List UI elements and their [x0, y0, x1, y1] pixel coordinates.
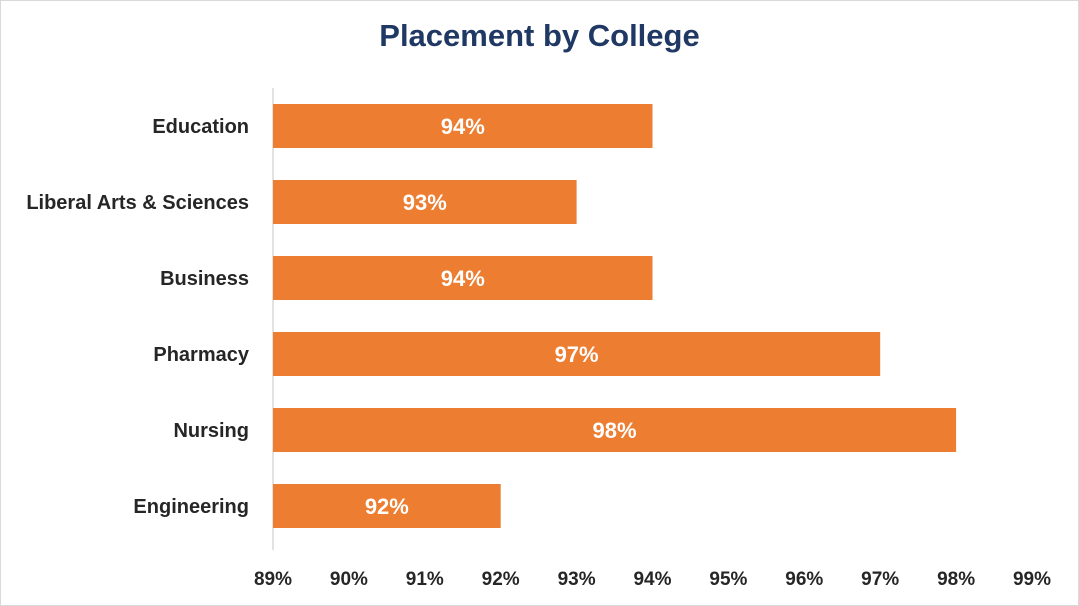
x-tick-label: 96%	[785, 569, 823, 590]
x-tick-labels: 89% 90% 91% 92% 93% 94% 95% 96% 97% 98% 99%	[254, 569, 1051, 590]
data-label: 94%	[441, 114, 485, 139]
category-label: Nursing	[173, 420, 249, 442]
category-label: Engineering	[133, 496, 249, 518]
bar	[273, 104, 653, 148]
bars: 94% 93% 94% 97% 98% 92%	[273, 104, 957, 528]
bar	[273, 256, 653, 300]
category-labels: Education Liberal Arts & Sciences Business…	[26, 116, 250, 518]
x-tick-label: 91%	[406, 569, 444, 590]
bar	[273, 408, 957, 452]
x-tick-label: 98%	[937, 569, 975, 590]
category-label: Pharmacy	[153, 344, 249, 366]
x-tick-label: 90%	[330, 569, 368, 590]
data-label: 93%	[403, 190, 447, 215]
x-tick-label: 92%	[482, 569, 520, 590]
data-label: 98%	[593, 418, 637, 443]
x-tick-label: 93%	[558, 569, 596, 590]
bar	[273, 332, 881, 376]
chart-title: Placement by College	[379, 18, 700, 53]
bar	[273, 180, 577, 224]
x-tick-label: 95%	[709, 569, 747, 590]
bar	[273, 484, 501, 528]
x-tick-label: 89%	[254, 569, 292, 590]
x-tick-label: 97%	[861, 569, 899, 590]
category-label: Education	[152, 116, 249, 138]
x-tick-label: 99%	[1013, 569, 1051, 590]
category-label: Liberal Arts & Sciences	[26, 192, 249, 214]
data-label: 97%	[555, 342, 599, 367]
data-label: 92%	[365, 494, 409, 519]
data-label: 94%	[441, 266, 485, 291]
category-label: Business	[160, 268, 249, 290]
x-tick-label: 94%	[633, 569, 671, 590]
